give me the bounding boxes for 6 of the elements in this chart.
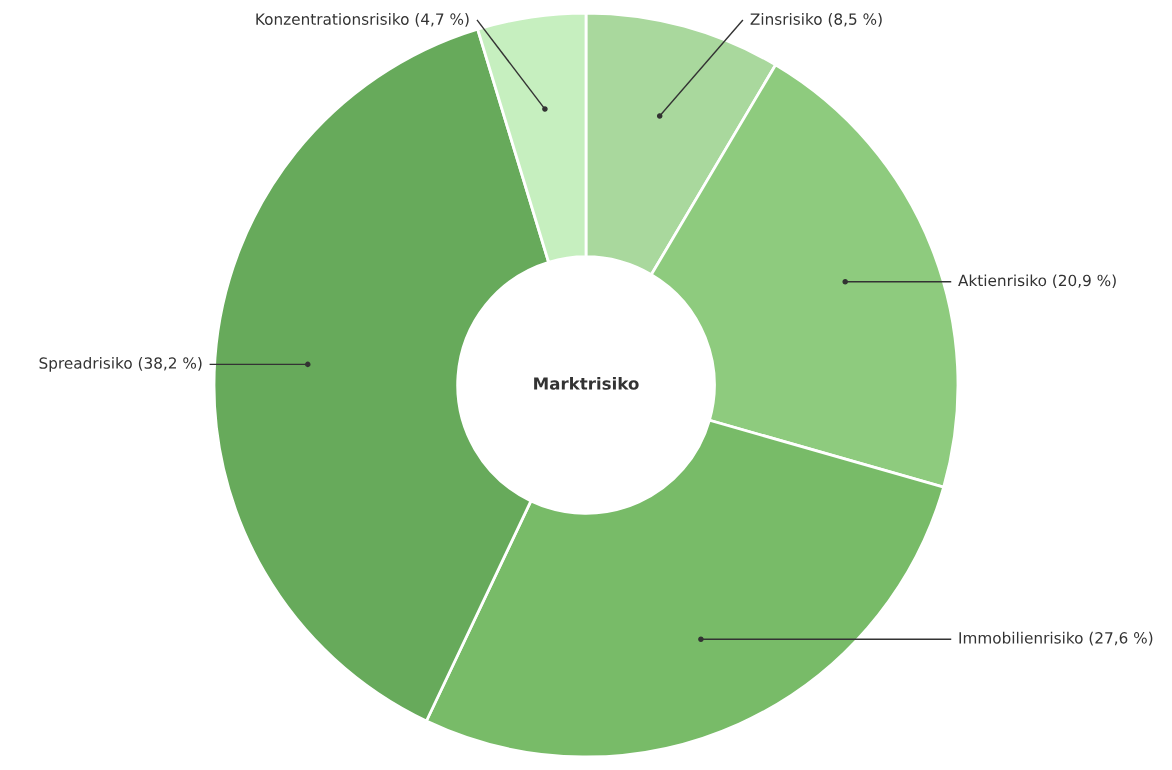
slice-label: Spreadrisiko (38,2 %) <box>39 357 202 372</box>
slice-label: Konzentrationsrisiko (4,7 %) <box>256 13 469 27</box>
text: Marktrisiko <box>534 376 639 390</box>
slice-label: Zinsrisiko (8,5 %) <box>750 13 882 27</box>
slice-label: Aktienrisiko (20,9 %) <box>958 274 1116 289</box>
slice-label: Immobilienrisiko (27,6 %) <box>959 631 1153 646</box>
